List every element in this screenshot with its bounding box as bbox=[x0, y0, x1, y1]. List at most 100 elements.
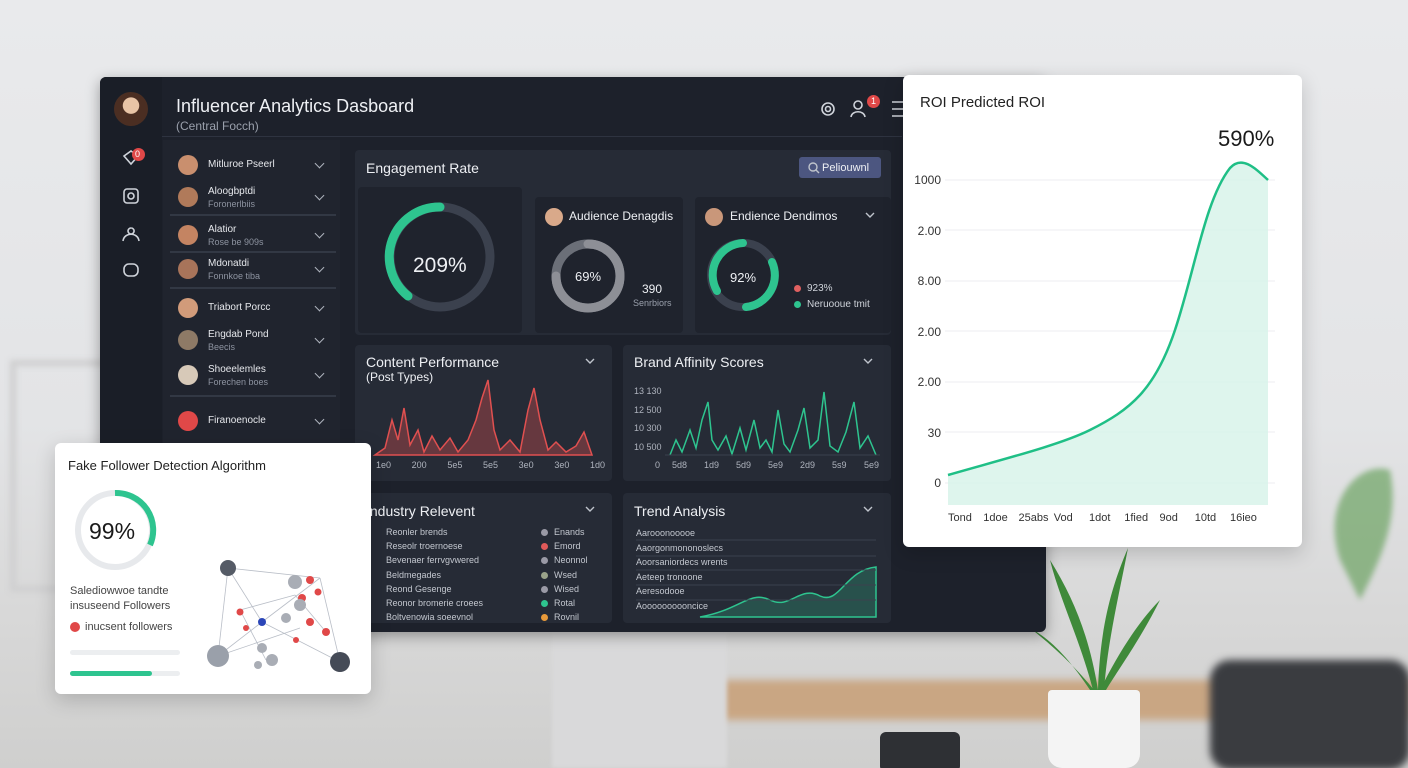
industry-tag: Emord bbox=[554, 541, 581, 552]
industry-label: Reseolr troernoese bbox=[386, 541, 463, 552]
sidebar-avatar bbox=[178, 298, 198, 318]
sidebar-item-detail: Rose be 909s bbox=[208, 237, 264, 247]
roi-x-label: 25abs bbox=[1018, 512, 1049, 524]
sidebar-item-name: Engdab Pond bbox=[208, 329, 269, 340]
industry-title: Industry Relevent bbox=[366, 503, 475, 519]
sidebar-item-name: Mdonatdi bbox=[208, 258, 250, 269]
sidebar-avatar bbox=[178, 365, 198, 385]
sidebar-item-detail: Foronerlbiis bbox=[208, 199, 256, 209]
bg-chair bbox=[1210, 660, 1408, 768]
brand-panel bbox=[623, 345, 891, 481]
search-button[interactable] bbox=[799, 157, 881, 178]
industry-label: Beldmegades bbox=[386, 569, 442, 580]
trend-panel bbox=[623, 493, 891, 623]
trend-line-label: Aaorgonmononoslecs bbox=[636, 542, 724, 553]
trend-line-label: Aarooonooooe bbox=[636, 528, 696, 538]
industry-label: Reond Gesenge bbox=[386, 583, 452, 594]
industry-tag: Wsed bbox=[554, 569, 578, 580]
sidebar-item-detail: Beecis bbox=[208, 342, 236, 352]
sidebar-item-name: Aloogbptdi bbox=[208, 186, 256, 197]
sidebar-item-detail: Fonnkoe tiba bbox=[208, 271, 261, 281]
roi-x-label: 1doe bbox=[983, 512, 1008, 524]
roi-y-label: 30 bbox=[927, 425, 941, 440]
industry-dot bbox=[541, 614, 548, 622]
industry-tag: Enands bbox=[554, 527, 585, 537]
sidebar-item-name: Shoeelemles bbox=[208, 364, 266, 375]
fake-line-1: Salediowwoe tandte bbox=[70, 585, 169, 597]
sidebar-avatar bbox=[178, 187, 198, 207]
sidebar-item-name: Alatior bbox=[208, 224, 237, 235]
sidebar-avatar bbox=[178, 225, 198, 245]
y-tick-label: 10 300 bbox=[634, 423, 662, 433]
roi-y-label: 2.00 bbox=[917, 223, 941, 238]
legend-label: 923% bbox=[807, 283, 833, 294]
roi-x-label: 1fied bbox=[1124, 512, 1149, 524]
audience-title: Audience Denagdis bbox=[569, 209, 674, 223]
legend-dot bbox=[794, 301, 801, 308]
industry-dot bbox=[541, 543, 548, 551]
content-title: Content Performance bbox=[366, 354, 500, 370]
x-tick-label: 5e5 bbox=[483, 460, 499, 470]
notification-count: 1 bbox=[871, 96, 877, 106]
sidebar-avatar bbox=[178, 155, 198, 175]
content-panel bbox=[355, 345, 612, 481]
roi-y-label: 1000 bbox=[914, 173, 941, 187]
roi-x-label: Tond bbox=[948, 512, 972, 524]
y-tick-label: 10 500 bbox=[634, 441, 662, 452]
roi-y-label: 0 bbox=[934, 476, 941, 490]
x-tick-label: 1e0 bbox=[376, 460, 392, 470]
sidebar-item-name: Mitluroe Pseerl bbox=[208, 159, 275, 170]
sidebar-badge-count: 0 bbox=[135, 149, 141, 159]
y-tick-label: 12 500 bbox=[634, 404, 662, 415]
sidebar-item-detail: Forechen boes bbox=[208, 377, 269, 387]
roi-x-label: 9od bbox=[1159, 512, 1178, 524]
trend-line-label: Aoooooooooncice bbox=[636, 600, 709, 611]
audience-count-label: Senrbiors bbox=[633, 298, 672, 308]
engagement-gauge-value: 209% bbox=[413, 254, 467, 277]
endience-card bbox=[695, 197, 891, 333]
industry-tag: Rovnil bbox=[554, 612, 580, 623]
industry-label: Reonor bromerie croees bbox=[386, 598, 484, 608]
roi-x-label: 10td bbox=[1194, 512, 1217, 524]
industry-tag: Neonnol bbox=[554, 555, 588, 566]
industry-label: Boltvenowia soeevnol bbox=[386, 612, 474, 623]
header-divider bbox=[162, 136, 902, 137]
x-tick-label: 200 bbox=[411, 460, 427, 470]
avatar bbox=[114, 92, 148, 126]
engagement-title: Engagement Rate bbox=[366, 160, 479, 176]
x-tick-label: 5e5 bbox=[447, 460, 463, 470]
x-tick-label: 1d0 bbox=[590, 460, 606, 470]
bg-pot bbox=[1048, 690, 1140, 768]
roi-y-label: 2.00 bbox=[917, 375, 941, 389]
x-tick-label: 2d9 bbox=[800, 460, 816, 470]
roi-title: ROI Predicted ROI bbox=[920, 94, 1046, 111]
sidebar-avatar bbox=[178, 259, 198, 279]
bg-mug bbox=[880, 732, 960, 768]
roi-value: 590% bbox=[1218, 126, 1275, 151]
industry-dot bbox=[541, 585, 548, 593]
roi-x-label: Vod bbox=[1053, 512, 1073, 524]
x-tick-label: 1d9 bbox=[704, 460, 720, 470]
search-button-label[interactable]: Peliouwnl bbox=[822, 162, 870, 174]
industry-dot bbox=[541, 529, 548, 536]
roi-x-label: 1dot bbox=[1089, 512, 1111, 524]
endience-title: Endience Dendimos bbox=[730, 209, 838, 223]
bg-stand bbox=[552, 632, 727, 768]
sidebar-item-name: Triabort Porcc bbox=[208, 302, 271, 313]
trend-line-label: Aoorsaniordecs wrents bbox=[636, 557, 728, 567]
legend-label: Neruooue tmit bbox=[807, 299, 870, 310]
industry-tag: Wised bbox=[554, 583, 580, 594]
x-tick-label: 3e0 bbox=[554, 460, 570, 470]
dashboard-subtitle: (Central Focch) bbox=[176, 119, 259, 133]
brand-title: Brand Affinity Scores bbox=[634, 354, 764, 370]
legend-dot bbox=[794, 285, 801, 292]
industry-dot bbox=[541, 557, 548, 565]
content-subtitle: (Post Types) bbox=[366, 370, 434, 384]
dashboard-title: Influencer Analytics Dasboard bbox=[176, 96, 415, 116]
sidebar-avatar bbox=[178, 330, 198, 350]
